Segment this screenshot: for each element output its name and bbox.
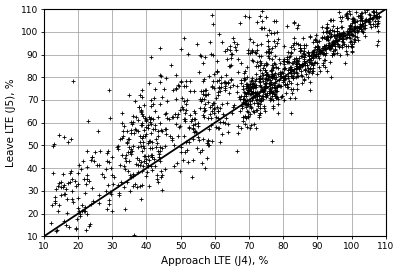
Y-axis label: Leave LTE (J5), %: Leave LTE (J5), % bbox=[6, 78, 16, 167]
X-axis label: Approach LTE (J4), %: Approach LTE (J4), % bbox=[161, 256, 268, 267]
